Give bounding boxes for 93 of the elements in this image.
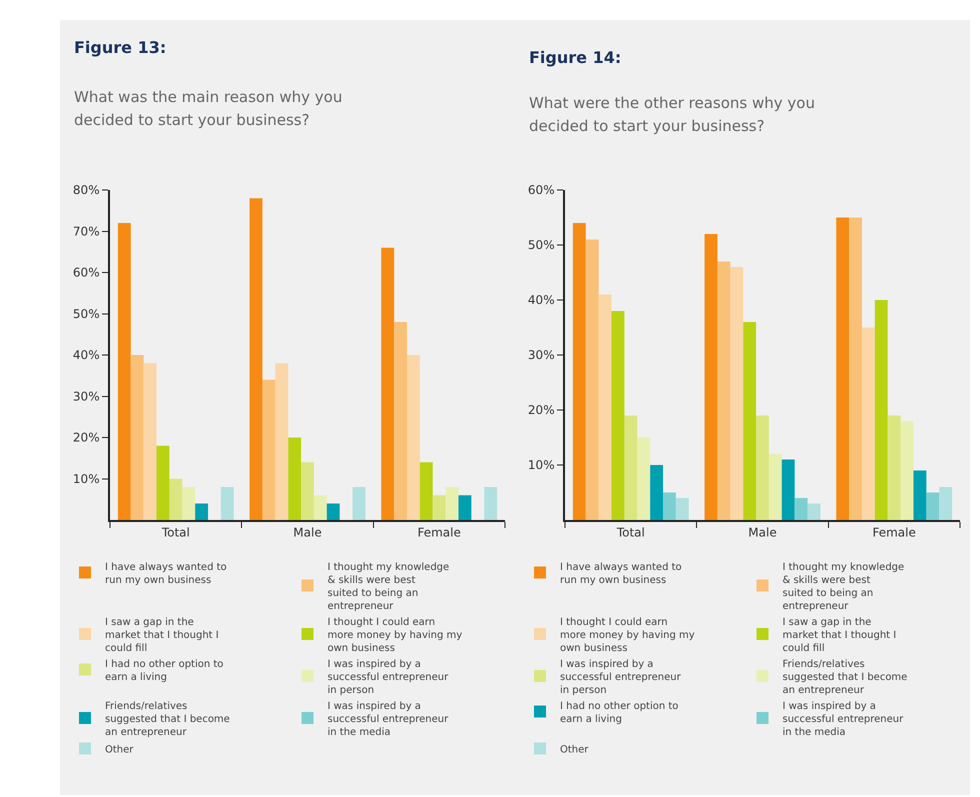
legend-label: I had no other option to earn a living bbox=[105, 658, 224, 683]
bar bbox=[612, 311, 624, 520]
bar bbox=[730, 267, 744, 520]
legend-label: I was inspired by a successful entrepreneur in person bbox=[328, 658, 450, 696]
bar bbox=[130, 355, 144, 520]
legend-label: I have always wanted to run my own business bbox=[105, 562, 227, 586]
bar bbox=[381, 248, 394, 520]
y-tick-label: 10% bbox=[72, 472, 100, 486]
x-tick-label: Female bbox=[872, 525, 916, 540]
bar bbox=[250, 198, 262, 520]
bar bbox=[314, 495, 327, 520]
bar bbox=[572, 223, 586, 520]
x-tick-label: Male bbox=[293, 525, 322, 540]
bar bbox=[406, 355, 420, 520]
bar bbox=[862, 328, 875, 520]
legend-label: I was inspired by a successful entrepreneur in the media bbox=[328, 700, 450, 738]
bar bbox=[156, 446, 170, 520]
legend-label: Other bbox=[105, 744, 134, 756]
y-tick-label: 60% bbox=[72, 266, 100, 280]
x-tick-label: Female bbox=[417, 525, 461, 540]
bar bbox=[743, 322, 756, 520]
chart-title: Figure 14: bbox=[529, 48, 622, 67]
x-tick-label: Total bbox=[616, 525, 645, 540]
bar bbox=[394, 322, 407, 520]
bar bbox=[326, 504, 340, 520]
bar bbox=[144, 363, 157, 520]
legend-label: I saw a gap in the market that I thought I could fill bbox=[105, 616, 219, 654]
bar bbox=[676, 498, 689, 520]
bar bbox=[182, 487, 196, 520]
y-tick-label: 20% bbox=[528, 403, 555, 418]
bar bbox=[717, 262, 730, 520]
legend-label: I thought I could earn more money by having my own business bbox=[560, 616, 695, 654]
bar bbox=[624, 416, 638, 520]
bar bbox=[939, 487, 952, 520]
bar bbox=[913, 470, 926, 520]
bar bbox=[900, 421, 914, 520]
y-tick-label: 60% bbox=[528, 183, 555, 198]
bar bbox=[637, 438, 650, 520]
legend-label: I thought my knowledge & skills were best suited to being an entrepreneur bbox=[328, 562, 450, 612]
bar bbox=[849, 218, 862, 520]
bar bbox=[352, 487, 366, 520]
y-tick-label: 40% bbox=[72, 348, 100, 362]
bar bbox=[484, 487, 498, 520]
bar bbox=[836, 218, 850, 520]
legend-label: I had no other option to earn a living bbox=[560, 700, 678, 725]
bar bbox=[288, 438, 302, 520]
bar bbox=[704, 234, 718, 520]
legend-label: I was inspired by a successful entrepreneur in person bbox=[560, 658, 682, 696]
y-tick-label: 50% bbox=[528, 238, 555, 252]
bar bbox=[888, 416, 901, 520]
chart-title: Figure 13: bbox=[74, 38, 166, 57]
legend-label: I saw a gap in the market that I thought I could fill bbox=[782, 616, 896, 654]
bar bbox=[301, 462, 314, 520]
legend-label: Friends/relatives suggested that I become an entrepreneur bbox=[782, 658, 908, 696]
y-tick-label: 70% bbox=[72, 224, 100, 238]
y-tick-label: 30% bbox=[72, 389, 100, 404]
bar bbox=[782, 460, 795, 520]
bar bbox=[808, 504, 820, 520]
bar bbox=[420, 462, 433, 520]
y-tick-label: 50% bbox=[72, 306, 100, 321]
chart-subtitle: What were the other reasons why you decided to start your business? bbox=[529, 93, 816, 137]
legend-label: Other bbox=[560, 744, 590, 756]
bar bbox=[926, 492, 940, 520]
bar bbox=[756, 416, 769, 520]
legend-label: Friends/relatives suggested that I become an entrepreneur bbox=[105, 700, 230, 738]
bar bbox=[874, 300, 888, 520]
chart-subtitle: What was the main reason why you decided to start your business? bbox=[74, 87, 344, 131]
legend-label: I was inspired by a successful entrepreneur in the media bbox=[782, 700, 904, 738]
bar bbox=[458, 495, 472, 520]
y-tick-label: 30% bbox=[528, 348, 555, 362]
y-tick-label: 80% bbox=[72, 183, 100, 198]
y-tick-label: 10% bbox=[528, 458, 555, 472]
legend-label: I thought my knowledge & skills were best suited to being an entrepreneur bbox=[782, 562, 904, 612]
bar bbox=[794, 498, 808, 520]
bar bbox=[262, 380, 276, 520]
bar bbox=[275, 363, 288, 520]
bar bbox=[598, 294, 612, 520]
y-tick-label: 20% bbox=[72, 430, 100, 445]
bar bbox=[118, 223, 131, 520]
legend-label: I thought I could earn more money by having my own business bbox=[328, 616, 462, 654]
x-tick-label: Total bbox=[160, 525, 190, 540]
bar bbox=[768, 454, 782, 520]
bar bbox=[220, 487, 234, 520]
bar bbox=[432, 495, 446, 520]
bar bbox=[195, 504, 208, 520]
bar bbox=[663, 492, 676, 520]
legend-label: I have always wanted to run my own business bbox=[560, 562, 682, 586]
bar bbox=[650, 465, 664, 520]
bar bbox=[586, 240, 599, 520]
bar bbox=[169, 478, 182, 520]
bar bbox=[446, 487, 458, 520]
x-tick-label: Male bbox=[748, 525, 777, 540]
y-tick-label: 40% bbox=[528, 293, 555, 308]
